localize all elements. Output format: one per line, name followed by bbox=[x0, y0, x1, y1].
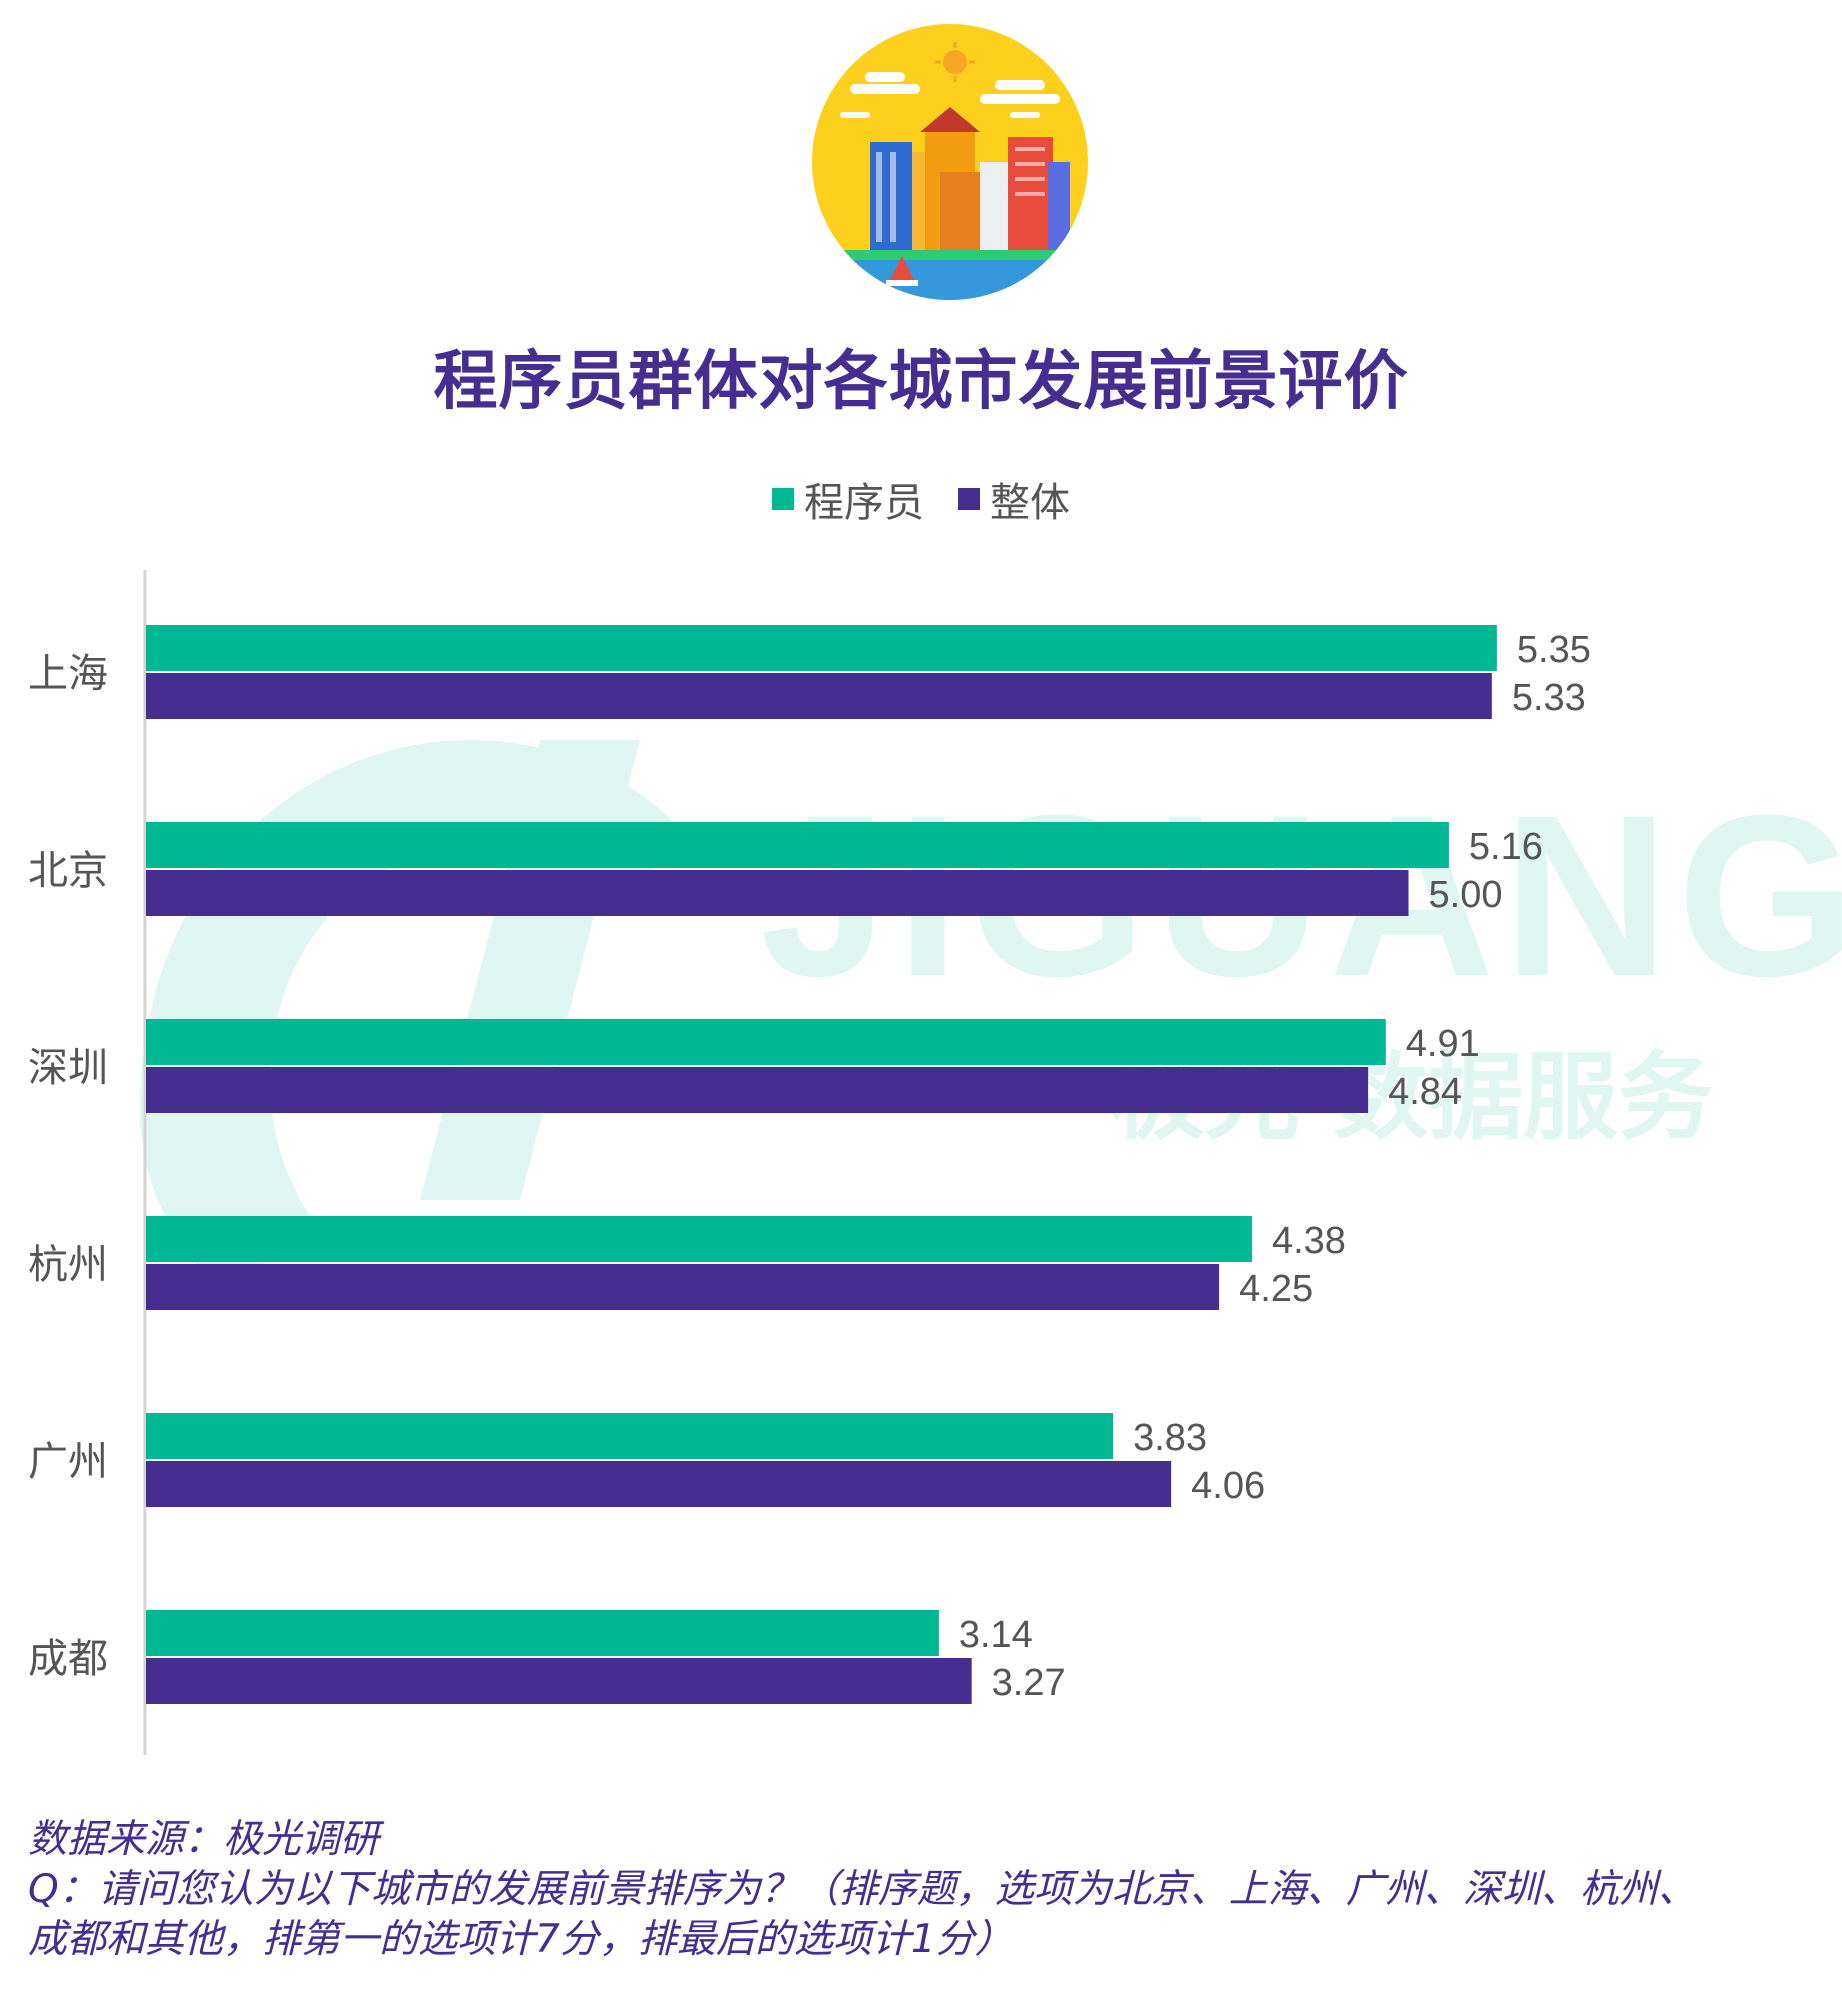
bar-overall bbox=[146, 1067, 1369, 1113]
legend-item-overall: 整体 bbox=[958, 470, 1070, 528]
sun-icon bbox=[935, 42, 975, 82]
category-label: 北京 bbox=[28, 848, 108, 894]
value-label-programmers: 5.16 bbox=[1469, 826, 1543, 868]
legend-item-programmers: 程序员 bbox=[772, 470, 924, 528]
chart-title: 程序员群体对各城市发展前景评价 bbox=[433, 345, 1409, 419]
footer-notes: 数据来源：极光调研 Q：请问您认为以下城市的发展前景排序为？（排序题，选项为北京… bbox=[28, 1815, 1818, 1965]
bar-overall bbox=[146, 1461, 1172, 1507]
value-label-programmers: 4.38 bbox=[1272, 1220, 1346, 1262]
legend-swatch-programmers bbox=[772, 488, 794, 510]
legend-label-programmers: 程序员 bbox=[804, 480, 924, 526]
value-label-overall: 4.84 bbox=[1388, 1071, 1462, 1113]
category-label: 上海 bbox=[28, 651, 108, 697]
bar-overall bbox=[146, 1658, 972, 1704]
survey-question: Q：请问您认为以下城市的发展前景排序为？（排序题，选项为北京、上海、广州、深圳、… bbox=[28, 1867, 1697, 1912]
survey-question-continued: 成都和其他，排第一的选项计7分，排最后的选项计1分） bbox=[28, 1917, 1014, 1962]
category-label: 成都 bbox=[28, 1636, 108, 1682]
bar-overall bbox=[146, 673, 1492, 719]
category-label: 杭州 bbox=[28, 1242, 108, 1288]
value-label-programmers: 3.14 bbox=[959, 1614, 1033, 1656]
value-label-programmers: 3.83 bbox=[1133, 1417, 1207, 1459]
value-label-programmers: 4.91 bbox=[1406, 1023, 1480, 1065]
value-label-overall: 3.27 bbox=[992, 1662, 1066, 1704]
bar-chart: 上海 5.35 5.33 北京 5.16 5.00 深圳 4.91 4.84 杭州 4.38 4.25… bbox=[28, 570, 1591, 1755]
value-label-overall: 5.33 bbox=[1512, 677, 1586, 719]
buildings-icon bbox=[870, 107, 1070, 252]
legend-swatch-overall bbox=[958, 488, 980, 510]
value-label-overall: 4.25 bbox=[1239, 1268, 1313, 1310]
cloud-icon bbox=[840, 72, 1060, 118]
bar-programmers bbox=[146, 822, 1449, 868]
bar-programmers bbox=[146, 1413, 1114, 1459]
chart-legend: 程序员 整体 bbox=[0, 470, 1842, 528]
category-label: 深圳 bbox=[28, 1045, 108, 1091]
bar-overall bbox=[146, 870, 1409, 916]
category-label: 广州 bbox=[28, 1439, 108, 1485]
bar-programmers bbox=[146, 1610, 939, 1656]
city-illustration bbox=[812, 24, 1088, 300]
boat-icon bbox=[886, 256, 918, 286]
value-label-overall: 4.06 bbox=[1191, 1465, 1265, 1507]
legend-label-overall: 整体 bbox=[990, 480, 1070, 526]
bar-programmers bbox=[146, 1216, 1252, 1262]
bar-programmers bbox=[146, 1019, 1386, 1065]
data-source: 数据来源：极光调研 bbox=[28, 1817, 380, 1862]
value-label-overall: 5.00 bbox=[1429, 874, 1503, 916]
bar-programmers bbox=[146, 625, 1497, 671]
bar-overall bbox=[146, 1264, 1220, 1310]
value-label-programmers: 5.35 bbox=[1517, 629, 1591, 671]
